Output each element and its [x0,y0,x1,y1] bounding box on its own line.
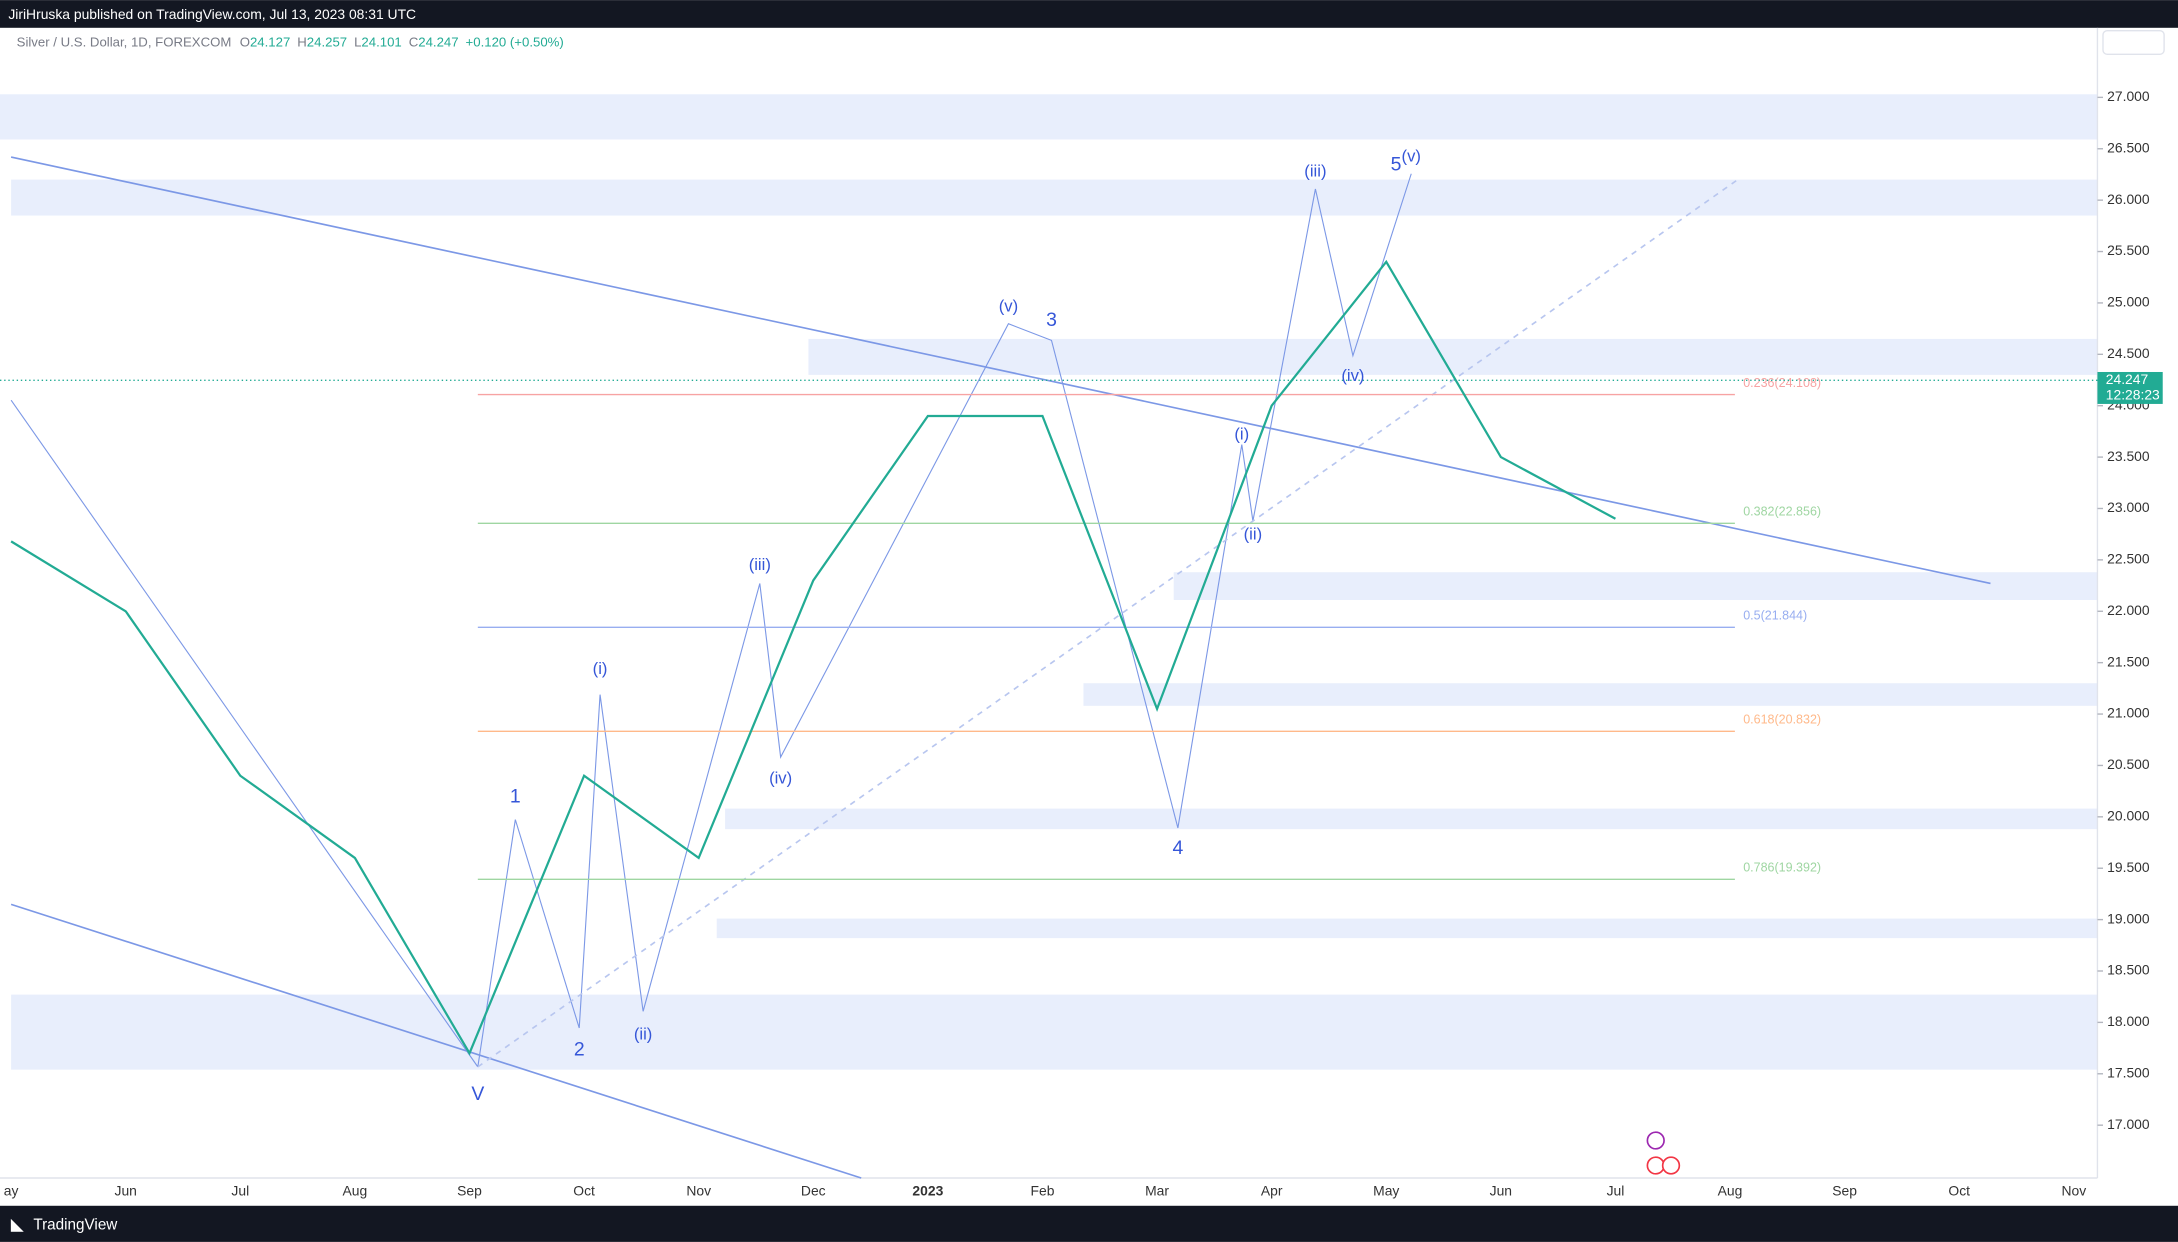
wave-label: (ii) [634,1024,653,1043]
zone [808,338,2098,375]
wave-label: (i) [593,659,608,678]
wave-label: 5 [1391,154,1402,176]
x-tick-label: Aug [343,1183,368,1199]
drawings [10,156,1991,1179]
fib-trend [477,179,1737,1068]
x-tick-label: Jul [1607,1183,1625,1199]
zone [716,918,2098,939]
y-tick-label: 23.500 [2107,448,2150,464]
wave-label: (iii) [749,555,771,574]
x-tick-label: Mar [1145,1183,1169,1199]
footer-logo: ◣ [10,1216,24,1233]
zone [1083,683,2098,706]
fib-label: 0.5(21.844) [1743,608,1807,622]
x-tick-label: Nov [2061,1183,2086,1199]
wave-label: (iii) [1304,162,1326,181]
event-icon[interactable] [1646,1156,1665,1175]
top-bar [0,0,2178,28]
ohlc-value: 24.127 [250,35,290,50]
y-tick-label: 17.000 [2107,1116,2150,1132]
ohlc-key: L [354,35,361,50]
trendline [10,399,479,1068]
fib-label: 0.382(22.856) [1743,504,1821,518]
y-tick-label: 18.500 [2107,962,2150,978]
fib-label: 0.786(19.392) [1743,861,1821,875]
wave-path [477,173,1412,1067]
wave-label: (ii) [1244,524,1263,543]
zone [0,94,2098,140]
axis-button[interactable] [2102,29,2165,55]
y-tick-label: 18.000 [2107,1013,2150,1029]
x-tick-label: Apr [1261,1183,1283,1199]
wave-label: 4 [1172,837,1183,859]
event-icon[interactable] [1661,1156,1681,1175]
x-tick-label: Jun [1490,1183,1512,1199]
wave-label: (iv) [769,769,792,788]
y-tick-label: 22.000 [2107,602,2150,618]
ohlc-key: C [409,35,419,50]
header: JiriHruska published on TradingView.com,… [8,6,416,22]
wave-label: 2 [574,1038,585,1060]
wave-label: V [471,1083,484,1105]
y-tick-label: 27.000 [2107,88,2150,104]
x-tick-label: Nov [686,1183,711,1199]
fib-label: 0.618(20.832) [1743,713,1821,727]
fib-label: 0.236(24.108) [1743,376,1821,390]
zone [1173,572,2098,600]
wave-label: (v) [999,296,1018,315]
wave-label: (v) [1402,146,1421,165]
wave-label: (i) [1234,424,1249,443]
change: +0.120 (+0.50%) [466,35,564,50]
y-tick-label: 26.000 [2107,191,2150,207]
wave-label: 1 [510,786,521,808]
event-icon[interactable] [1646,1131,1665,1150]
trendline [10,903,862,1179]
zone [725,808,2098,830]
bottom-bar [0,1205,2178,1242]
last-price-label: 24.247 [2106,371,2149,387]
ohlc-value: 24.101 [361,35,401,50]
x-tick-label: Oct [573,1183,595,1199]
wave-label: 3 [1046,309,1057,331]
y-tick-label: 20.500 [2107,756,2150,772]
y-tick-label: 20.000 [2107,808,2150,824]
countdown: 12:28:23 [2106,386,2160,402]
x-tick-label: Jul [231,1183,249,1199]
x-tick-label: Jun [115,1183,137,1199]
y-tick-label: 25.500 [2107,242,2150,258]
ohlc-key: O [240,35,250,50]
y-tick-label: 22.500 [2107,551,2150,567]
trendline [10,156,1991,585]
x-tick-label: Dec [801,1183,826,1199]
ohlc-value: 24.257 [307,35,347,50]
x-tick-label: Sep [457,1183,482,1199]
y-tick-label: 25.000 [2107,294,2150,310]
symbol: Silver / U.S. Dollar, 1D, FOREXCOM [17,35,232,50]
x-tick-label: May [1373,1183,1399,1199]
y-tick-label: 19.000 [2107,910,2150,926]
zone [11,994,2098,1070]
footer-brand: TradingView [33,1216,118,1233]
y-tick-label: 19.500 [2107,859,2150,875]
ohlc-value: 24.247 [418,35,458,50]
x-tick-label: Aug [1718,1183,1743,1199]
zone [11,179,2098,216]
x-tick-label: Feb [1031,1183,1055,1199]
y-tick-label: 26.500 [2107,139,2150,155]
y-tick-label: 23.000 [2107,499,2150,515]
x-tick-label: ay [4,1183,19,1199]
y-tick-label: 21.500 [2107,653,2150,669]
x-tick-label: Sep [1832,1183,1857,1199]
last-price-box [2097,371,2163,404]
wave-label: (iv) [1341,366,1364,385]
x-tick-label: Oct [1948,1183,1970,1199]
y-tick-label: 24.500 [2107,345,2150,361]
y-tick-label: 17.500 [2107,1064,2150,1080]
ohlc-key: H [297,35,307,50]
y-tick-label: 21.000 [2107,705,2150,721]
price-line [10,259,1616,1056]
x-tick-label: 2023 [912,1183,943,1199]
